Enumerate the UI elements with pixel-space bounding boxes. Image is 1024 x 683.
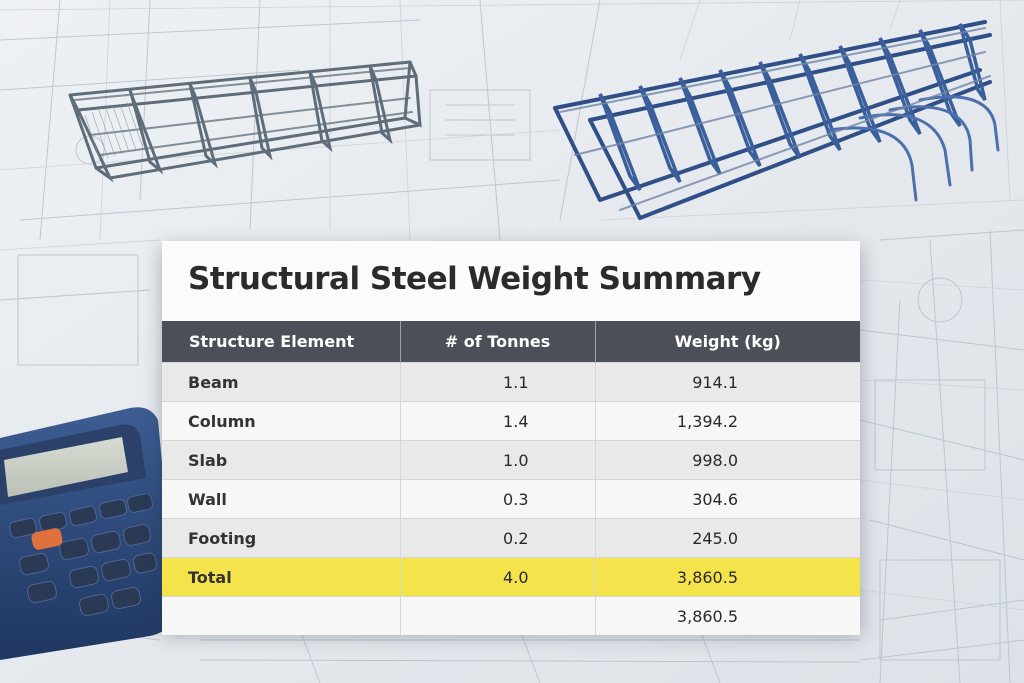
extra-tonnes [399,596,595,635]
row-tonnes: 1.1 [399,362,595,402]
total-row: Total 4.0 3,860.5 [162,557,860,597]
table-row: Footing 0.2 245.0 [162,518,860,558]
row-element: Slab [162,440,400,480]
calculator-icon [0,407,176,660]
row-tonnes: 0.3 [399,479,595,519]
extra-element [162,596,400,635]
table-row: Slab 1.0 998.0 [162,440,860,480]
row-element: Beam [162,362,400,402]
panel-title: Structural Steel Weight Summary [188,261,761,297]
rebar-cage-left-icon [68,60,422,183]
total-weight: 3,860.5 [594,557,860,597]
column-header-weight: Weight (kg) [594,321,860,363]
row-element: Column [162,401,400,441]
table-header-row: Structure Element # of Tonnes Weight (kg… [162,321,860,363]
row-weight: 998.0 [594,440,860,480]
row-weight: 304.6 [594,479,860,519]
total-tonnes: 4.0 [399,557,595,597]
row-element: Footing [162,518,400,558]
extra-row: 3,860.5 [162,596,860,635]
summary-panel: Structural Steel Weight Summary Structur… [162,241,860,635]
column-header-element: Structure Element [162,321,400,363]
row-tonnes: 1.0 [399,440,595,480]
table-row: Column 1.4 1,394.2 [162,401,860,441]
column-header-tonnes: # of Tonnes [399,321,595,363]
steel-weight-table: Structure Element # of Tonnes Weight (kg… [162,321,860,635]
row-weight: 245.0 [594,518,860,558]
table-row: Wall 0.3 304.6 [162,479,860,519]
extra-weight: 3,860.5 [594,596,860,635]
row-tonnes: 1.4 [399,401,595,441]
row-tonnes: 0.2 [399,518,595,558]
rebar-cage-right-icon [553,20,1000,220]
table-row: Beam 1.1 914.1 [162,362,860,402]
total-label: Total [162,557,400,597]
row-element: Wall [162,479,400,519]
row-weight: 1,394.2 [594,401,860,441]
row-weight: 914.1 [594,362,860,402]
